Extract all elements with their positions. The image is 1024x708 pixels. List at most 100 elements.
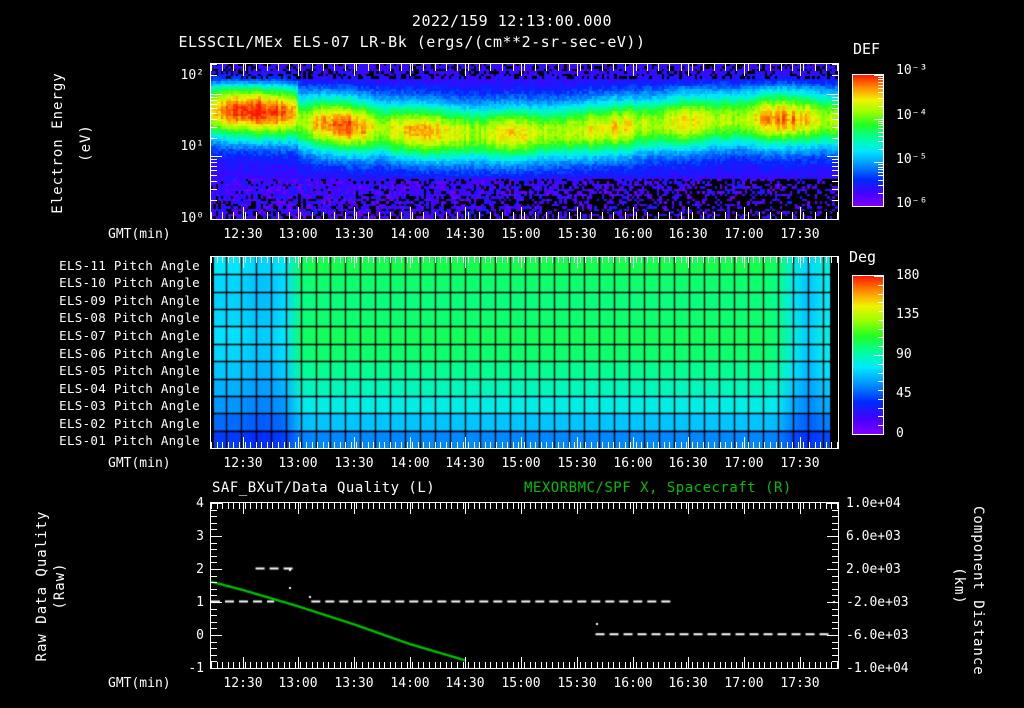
panel3-xtick-minor [563,662,564,668]
panel2-xtick-minor [563,442,564,448]
panel1-colorbar-label-3: 10⁻⁵ [896,152,928,167]
panel1-xtick-minor [513,212,514,219]
panel1-xtick-label: 13:30 [334,227,374,242]
panel3-ytick-left [211,628,217,629]
panel3-xtick-minor [753,503,754,509]
panel3-ytick-left [211,635,222,636]
panel3-xtick-minor [675,662,676,668]
panel3-xtick-minor [613,662,614,668]
panel3-xtick-minor [636,662,637,668]
panel2-xtick-minor [591,257,592,263]
panel1-y-axis-title: Electron Energy [50,72,66,214]
panel2-colorbar-tick [878,302,883,303]
panel1-xtick-minor [647,212,648,219]
panel2-xtick-minor [518,257,519,263]
panel1-xtick-minor [401,212,402,219]
data-quality-canvas [211,503,838,668]
panel3-xtick-minor [457,503,458,509]
panel1-ytick [832,181,838,182]
panel3-xtick-major [243,503,244,514]
panel2-xtick-minor [725,442,726,448]
panel2-xtick-minor [451,442,452,448]
panel2-xtick-minor [720,442,721,448]
panel1-xtick-minor [524,64,525,71]
panel1-xtick-minor [256,64,257,71]
panel3-xtick-minor [569,503,570,509]
panel1-colorbar-tick [878,136,883,137]
panel1-colorbar-tick [878,180,883,181]
panel3-xtick-minor [239,662,240,668]
panel2-xtick-minor [479,442,480,448]
panel1-xtick-minor [558,64,559,71]
panel1-colorbar-tick [878,82,883,83]
panel1-xtick-label: 12:30 [223,227,263,242]
panel2-xtick-minor [815,442,816,448]
panel2-xtick-minor [731,257,732,263]
panel3-xtick-minor [653,662,654,668]
panel2-xtick-label: 13:00 [278,456,318,471]
panel2-xtick-minor [625,442,626,448]
panel2-xtick-major [633,437,634,448]
panel3-xtick-minor [809,503,810,509]
panel3-xtick-label: 14:30 [445,676,485,691]
panel3-xtick-minor [440,503,441,509]
pitch-angle-panel[interactable] [210,256,839,449]
panel2-xtick-minor [535,442,536,448]
panel1-xtick-minor [490,64,491,71]
panel3-xtick-minor [295,662,296,668]
panel3-xtick-minor [323,662,324,668]
panel2-xtick-minor [312,442,313,448]
panel3-xtick-major [521,503,522,514]
panel2-xtick-minor [312,257,313,263]
panel2-colorbar-tick [878,285,883,286]
panel1-xtick-minor [435,64,436,71]
panel3-xtick-minor [552,662,553,668]
panel3-xtick-minor [770,662,771,668]
panel1-colorbar-tick [878,125,883,126]
panel3-xtick-minor [792,662,793,668]
panel2-xtick-minor [714,257,715,263]
panel3-xtick-minor [245,503,246,509]
panel1-ytick [211,94,222,95]
panel2-row-label: ELS-09 Pitch Angle [59,293,200,308]
panel2-xtick-minor [485,257,486,263]
panel3-xtick-minor [222,662,223,668]
panel2-xtick-minor [798,257,799,263]
panel3-ytick-label-right: -1.0e+04 [846,661,909,676]
panel3-ytick-left [211,622,217,623]
panel1-ytick [832,108,838,109]
panel1-y-axis-unit: (eV) [78,124,94,162]
panel2-colorbar-tick [874,276,883,277]
panel1-xtick-minor [390,64,391,71]
panel3-ytick-right [832,562,838,563]
panel3-ytick-label-right: 6.0e+03 [846,529,901,544]
panel1-xtick-minor [681,212,682,219]
panel3-xtick-minor [580,503,581,509]
panel2-xtick-minor [809,442,810,448]
panel2-xtick-minor [602,442,603,448]
panel3-ytick-left [211,642,217,643]
panel1-xtick-minor [502,64,503,71]
panel1-xtick-major [744,64,745,76]
panel3-ytick-label-left: 2 [196,562,204,577]
panel3-xtick-minor [306,503,307,509]
panel1-colorbar-tick [878,172,883,173]
panel2-xtick-minor [513,442,514,448]
panel3-xtick-label: 14:00 [390,676,430,691]
panel1-colorbar-tick [874,119,883,120]
panel3-x-axis-title: GMT(min) [108,676,171,691]
panel3-xtick-minor [278,662,279,668]
panel2-xtick-label: 17:30 [780,456,820,471]
panel2-xtick-minor [731,442,732,448]
panel3-xtick-minor [351,662,352,668]
panel3-xtick-minor [334,503,335,509]
data-quality-distance-panel[interactable] [210,502,839,669]
panel2-colorbar-label-4: 45 [896,386,912,401]
panel3-xtick-label: 13:30 [334,676,374,691]
panel1-xtick-label: 16:30 [668,227,708,242]
electron-energy-spectrogram-panel[interactable] [210,63,839,220]
panel1-xtick-minor [233,212,234,219]
panel2-xtick-minor [708,257,709,263]
panel3-xtick-minor [720,503,721,509]
panel2-xtick-major [633,257,634,268]
